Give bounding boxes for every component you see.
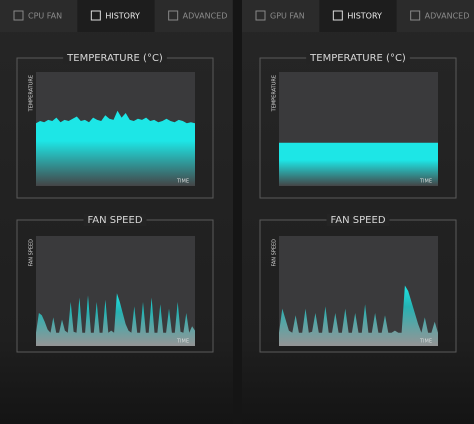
tab-label[interactable]: GPU FAN [270,12,305,21]
chart-title: FAN SPEED [87,215,142,226]
title-gap [83,214,147,226]
tab[interactable] [396,0,474,32]
tab-icon [332,10,343,21]
tab[interactable] [0,0,78,32]
tab[interactable] [319,0,397,32]
title-gap [63,52,167,64]
history-area [36,110,195,186]
y-axis-label: FAN SPEED [272,239,278,267]
tab-icon [90,10,101,21]
tab-icon [13,10,24,21]
tab-label[interactable]: ADVANCED [425,12,470,21]
tab-icon [410,10,421,21]
history-area [36,293,195,346]
history-area [279,285,438,346]
y-axis-label: FAN SPEED [29,239,35,267]
x-axis-label: TIME [176,339,189,345]
y-axis-label: TEMPERATURE [272,75,278,112]
x-axis-label: TIME [419,339,432,345]
tab-label[interactable]: HISTORY [105,12,140,21]
chart-title: TEMPERATURE (°C) [66,53,163,64]
tab[interactable] [77,0,155,32]
history-area [279,142,438,186]
tab[interactable] [242,0,320,32]
panel [242,0,474,424]
tab-label[interactable]: HISTORY [347,12,382,21]
tab-label[interactable]: CPU FAN [28,12,62,21]
title-gap [306,52,410,64]
chart-title: FAN SPEED [330,215,385,226]
tab[interactable] [154,0,232,32]
title-gap [326,214,390,226]
tab-label[interactable]: ADVANCED [183,12,228,21]
tab-icon [255,10,266,21]
tab-icon [168,10,179,21]
x-axis-label: TIME [176,179,189,185]
x-axis-label: TIME [419,179,432,185]
y-axis-label: TEMPERATURE [29,75,35,112]
chart-title: TEMPERATURE (°C) [309,53,406,64]
panel [0,0,233,424]
